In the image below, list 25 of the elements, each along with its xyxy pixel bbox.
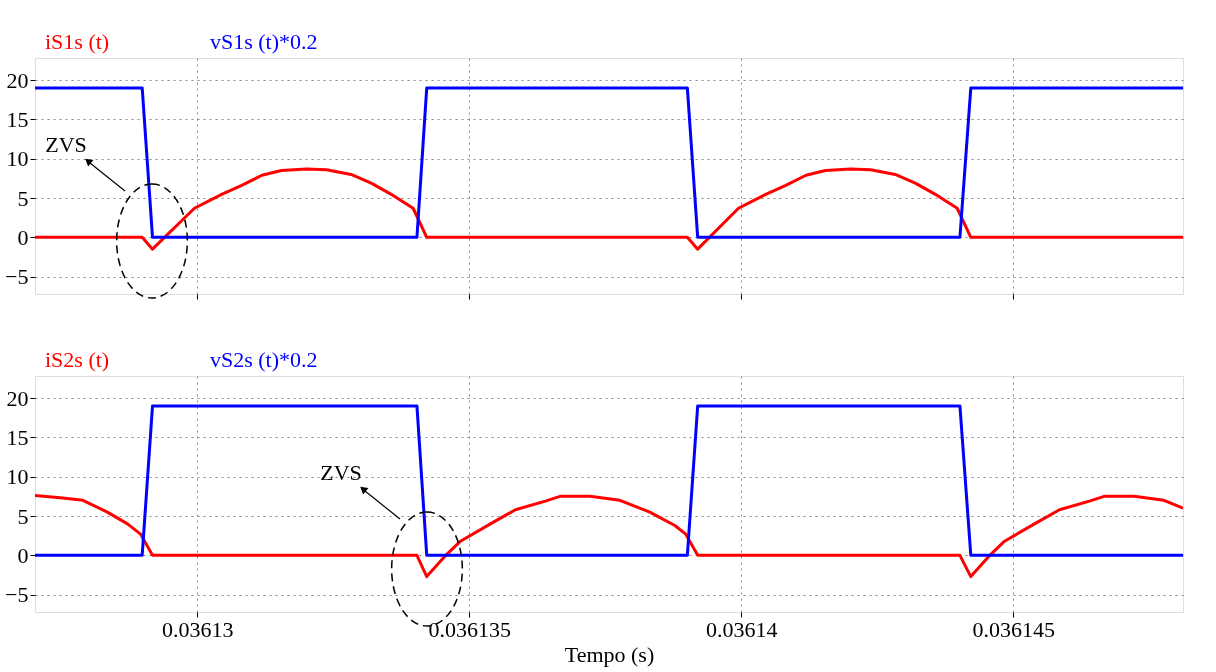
x-axis-title: Tempo (s): [564, 641, 655, 667]
line-series: [35, 494, 1183, 579]
x-tick-label: 0.03614: [705, 616, 778, 642]
y-tick-label: 20: [6, 385, 29, 411]
text: iS1s (t): [45, 29, 110, 54]
x-tick-label: 0.036135: [428, 616, 511, 642]
line-series: [35, 167, 1183, 251]
y-tick-label: 0: [17, 224, 29, 250]
y-tick-label: 5: [17, 185, 29, 211]
y-tick-label: 0: [17, 542, 29, 568]
y-tick-label: −5: [5, 264, 29, 290]
x-tick-label: 0.03613: [161, 616, 234, 642]
annotation: ZVS: [45, 132, 87, 157]
y-tick-label: 20: [6, 67, 29, 93]
y-tick-label: 10: [6, 146, 29, 172]
y-tick-label: 15: [6, 424, 29, 450]
y-tick-label: 10: [6, 464, 29, 490]
y-tick-label: 15: [6, 106, 29, 132]
text: vS1s (t)*0.2: [210, 29, 318, 54]
series-label: vS2s (t)*0.2: [210, 347, 318, 372]
y-tick-label: 5: [17, 503, 29, 529]
annotation: ZVS: [320, 460, 362, 485]
text: iS2s (t): [45, 347, 110, 372]
x-tick-label: 0.036145: [972, 616, 1055, 642]
y-tick-label: −5: [5, 582, 29, 608]
